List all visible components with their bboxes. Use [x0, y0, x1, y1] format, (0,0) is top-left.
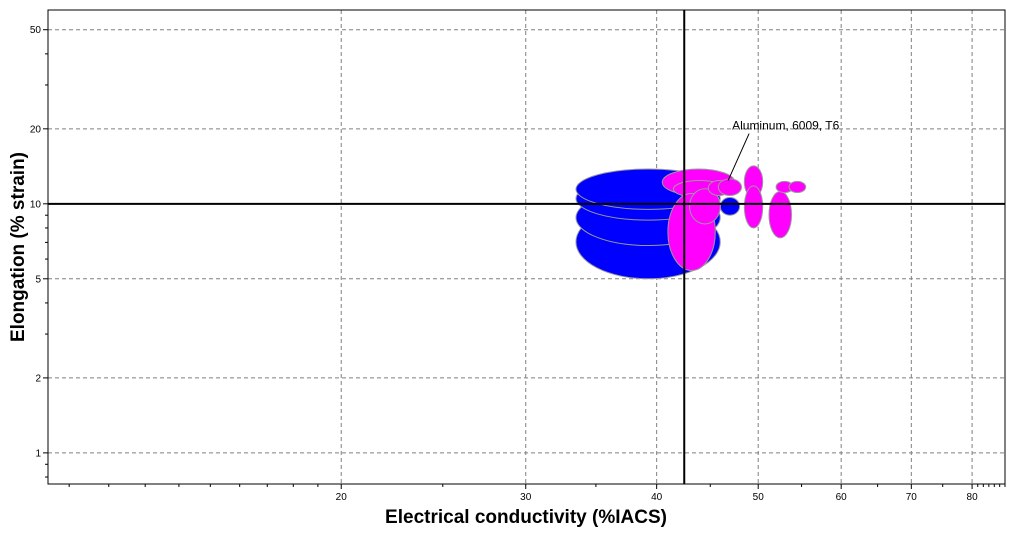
crosshair [48, 10, 1005, 484]
x-tick-label: 40 [651, 492, 663, 503]
y-axis-title: Elongation (% strain) [8, 152, 29, 342]
x-tick-label: 70 [906, 492, 918, 503]
material-bubble[interactable] [743, 185, 764, 229]
y-tick-label: 50 [30, 25, 42, 36]
y-tick-label: 5 [35, 274, 41, 285]
material-bubble[interactable] [788, 180, 807, 194]
x-tick-label: 80 [967, 492, 979, 503]
x-tick-label: 20 [336, 492, 348, 503]
material-bubble[interactable] [689, 188, 721, 225]
material-bubble[interactable] [719, 197, 741, 216]
y-tick-label: 20 [30, 124, 42, 135]
material-bubble[interactable] [717, 178, 743, 196]
x-axis-title: Electrical conductivity (%IACS) [385, 507, 667, 528]
x-tick-label: 30 [520, 492, 532, 503]
x-tick-label: 50 [753, 492, 765, 503]
plot-background [48, 10, 1005, 484]
annotations: Aluminum, 6009, T6 [727, 119, 840, 181]
material-bubble[interactable] [768, 191, 793, 239]
y-tick-label: 1 [35, 448, 41, 459]
annotation-leader [727, 133, 750, 181]
y-tick-label: 10 [30, 199, 42, 210]
annotation-label: Aluminum, 6009, T6 [732, 119, 839, 133]
x-tick-label: 60 [836, 492, 848, 503]
plot-frame [47, 9, 1006, 485]
y-tick-label: 2 [35, 373, 41, 384]
tick-labels: 20 30 40 50 60 70 80 1 2 5 10 20 50 [30, 25, 978, 503]
